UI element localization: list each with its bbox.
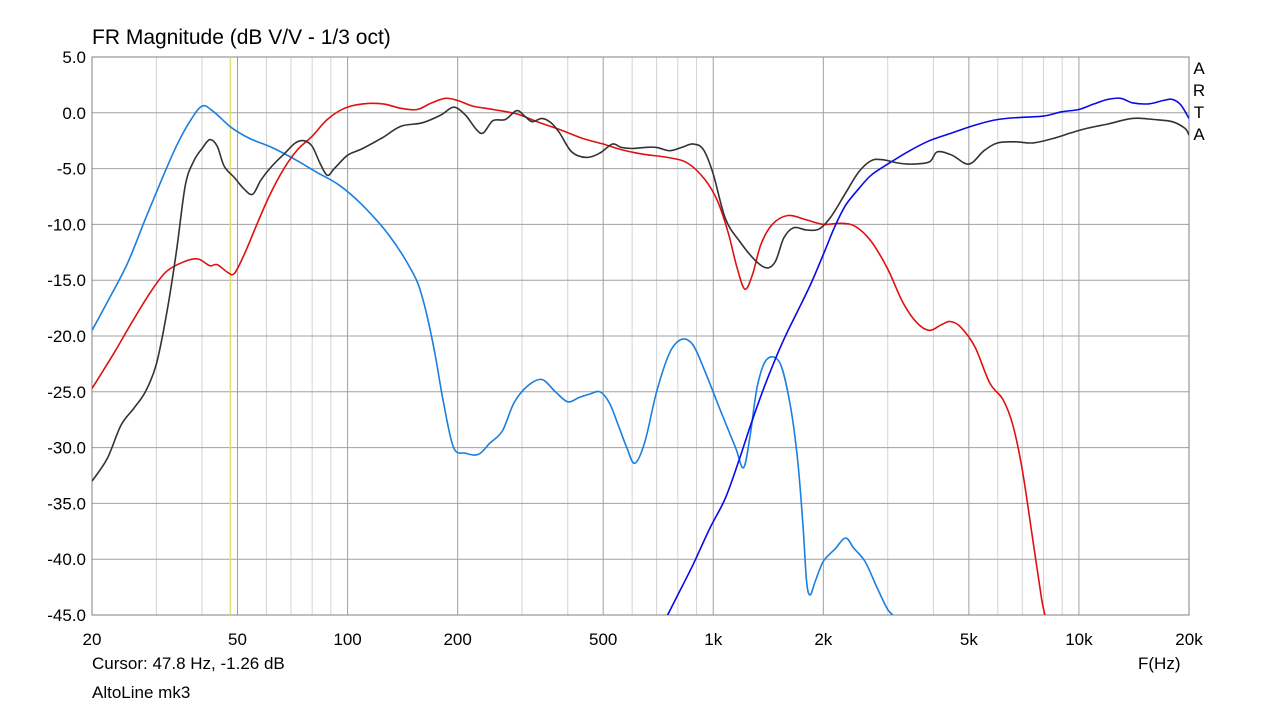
series-line-4: [92, 106, 1189, 482]
chart-title: FR Magnitude (dB V/V - 1/3 oct): [92, 26, 391, 49]
watermark-letter: T: [1193, 103, 1205, 122]
series-line-3: [666, 97, 1189, 615]
watermark-letter: A: [1193, 59, 1205, 78]
x-tick-label: 20: [83, 630, 102, 649]
x-tick-label: 100: [333, 630, 361, 649]
x-tick-label: 1k: [704, 630, 722, 649]
y-tick-label: -45.0: [47, 606, 86, 625]
arta-watermark: A R T A: [1191, 58, 1207, 146]
x-tick-label: 10k: [1065, 630, 1093, 649]
plot-frame: [91, 56, 1190, 616]
y-tick-label: -25.0: [47, 383, 86, 402]
y-tick-label: -5.0: [57, 160, 86, 179]
x-tick-label: 2k: [814, 630, 832, 649]
x-tick-label: 500: [589, 630, 617, 649]
x-tick-label: 20k: [1175, 630, 1203, 649]
y-tick-label: -40.0: [47, 550, 86, 569]
series-line-1: [92, 104, 894, 615]
y-tick-label: 0.0: [62, 104, 86, 123]
y-tick-label: -20.0: [47, 327, 86, 346]
x-tick-label: 50: [228, 630, 247, 649]
device-name: AltoLine mk3: [92, 683, 191, 702]
x-axis-labels: 20 50 100 200 500 1k 2k 5k 10k 20k: [83, 630, 1204, 649]
y-tick-label: -10.0: [47, 215, 86, 234]
x-tick-label: 200: [443, 630, 471, 649]
y-tick-label: -35.0: [47, 494, 86, 513]
x-tick-label: 5k: [960, 630, 978, 649]
y-tick-label: 5.0: [62, 48, 86, 67]
series-line-2: [92, 97, 1046, 615]
watermark-letter: R: [1192, 81, 1206, 100]
x-axis-label: F(Hz): [1138, 654, 1181, 673]
y-tick-label: -30.0: [47, 439, 86, 458]
watermark-letter: A: [1193, 125, 1205, 144]
y-tick-label: -15.0: [47, 271, 86, 290]
cursor-readout: Cursor: 47.8 Hz, -1.26 dB: [92, 654, 285, 673]
series-group: [92, 97, 1189, 615]
y-axis-labels: 5.0 0.0 -5.0 -10.0 -15.0 -20.0 -25.0 -30.0 -35.0…: [47, 48, 86, 625]
